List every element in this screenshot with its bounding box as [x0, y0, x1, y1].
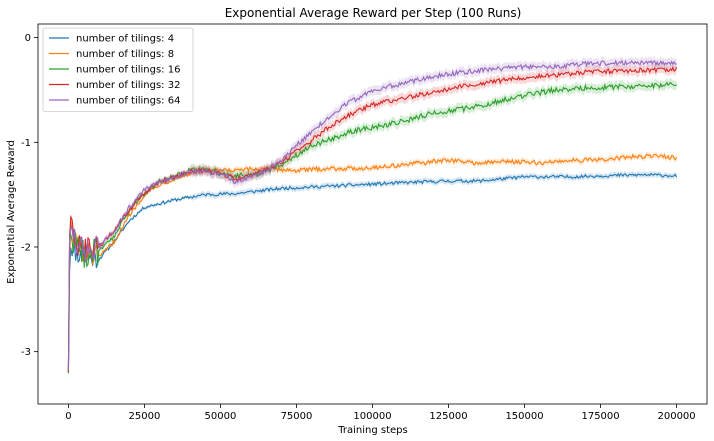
- y-axis-label: Exponential Average Reward: [6, 140, 17, 284]
- y-axis: 0 -1 -2 -3: [21, 33, 38, 358]
- legend-label: number of tilings: 8: [76, 49, 174, 60]
- legend-item: number of tilings: 8: [49, 49, 174, 60]
- x-axis-label: Training steps: [337, 425, 407, 436]
- series-5-line: [67, 59, 677, 371]
- legend-item: number of tilings: 4: [49, 34, 174, 45]
- legend-item: number of tilings: 64: [49, 96, 180, 107]
- x-tick-label: 25000: [129, 411, 161, 422]
- series-4-line: [67, 65, 678, 372]
- legend-label: number of tilings: 16: [76, 65, 180, 76]
- x-tick-label: 75000: [281, 411, 313, 422]
- x-tick-label: 175000: [581, 411, 619, 422]
- legend-label: number of tilings: 64: [76, 96, 180, 107]
- plot-area: [67, 55, 678, 376]
- x-tick-label: 0: [65, 411, 71, 422]
- legend-item: number of tilings: 16: [49, 65, 180, 76]
- x-tick-label: 100000: [353, 411, 391, 422]
- x-tick-label: 125000: [429, 411, 467, 422]
- x-tick-label: 50000: [205, 411, 237, 422]
- series-3: [67, 77, 677, 376]
- y-tick-label: -3: [21, 347, 31, 358]
- legend-label: number of tilings: 32: [76, 80, 180, 91]
- x-tick-label: 150000: [505, 411, 543, 422]
- y-tick-label: -2: [21, 242, 31, 253]
- chart-title: Exponential Average Reward per Step (100…: [225, 6, 522, 20]
- x-tick-label: 200000: [657, 411, 695, 422]
- series-1-band: [68, 170, 677, 374]
- y-tick-label: 0: [25, 33, 31, 44]
- x-axis: 0 25000 50000 75000 100000 125000 150000 175000…: [65, 404, 696, 422]
- legend: number of tilings: 4 number of tilings: 8…: [42, 27, 194, 112]
- legend-label: number of tilings: 4: [76, 34, 174, 45]
- series-2-line: [67, 153, 678, 373]
- legend-item: number of tilings: 32: [49, 80, 180, 91]
- y-tick-label: -1: [21, 138, 31, 149]
- series-3-band: [68, 77, 677, 376]
- series-3-line: [67, 81, 677, 374]
- legend-box: [42, 27, 194, 112]
- series-5: [67, 55, 677, 374]
- series-2: [67, 151, 678, 375]
- series-1: [67, 170, 678, 374]
- series-1-line: [67, 172, 678, 373]
